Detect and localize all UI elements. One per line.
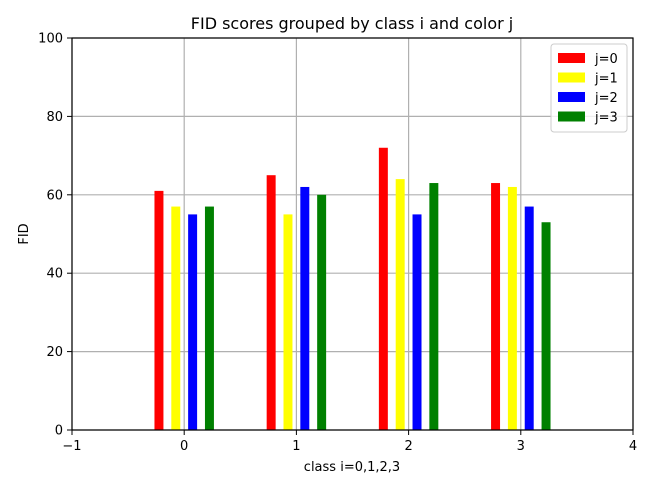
y-tick-label: 80 — [46, 110, 63, 125]
plot-frame — [71, 37, 634, 431]
bar-j2-class-1 — [300, 186, 310, 430]
bar-j3-class-3 — [541, 222, 551, 430]
y-tick-label: 60 — [46, 188, 63, 203]
x-tick-label: 4 — [629, 439, 637, 454]
bar-j0-class-3 — [491, 183, 501, 430]
bar-j0-class-0 — [154, 190, 164, 430]
legend-swatch — [558, 72, 585, 83]
x-tick-label: 2 — [404, 439, 412, 454]
x-tick-label: −1 — [62, 439, 81, 454]
bar-j3-class-1 — [317, 194, 327, 430]
legend-swatch — [558, 92, 585, 102]
bar-j2-class-3 — [524, 206, 534, 430]
bar-j2-class-0 — [188, 214, 198, 430]
bar-j1-class-3 — [507, 186, 517, 430]
legend-label: j=1 — [594, 72, 618, 87]
legend-swatch — [558, 111, 585, 122]
y-tick-label: 40 — [46, 267, 63, 282]
bar-j2-class-2 — [412, 214, 422, 430]
x-tick-label: 1 — [292, 439, 300, 454]
bar-j0-class-1 — [266, 175, 276, 430]
x-tick-label: 3 — [517, 439, 525, 454]
legend-swatch — [558, 53, 585, 63]
x-tick-label: 0 — [180, 439, 188, 454]
bar-j0-class-2 — [378, 147, 388, 430]
bar-j1-class-0 — [171, 206, 181, 430]
legend-box — [550, 43, 628, 133]
y-tick-label: 0 — [55, 424, 63, 439]
bar-j3-class-0 — [204, 206, 214, 430]
bar-j1-class-2 — [395, 179, 405, 430]
legend: j=0 j=1 j=2 j=3 — [550, 43, 628, 133]
y-axis-label: FID — [17, 223, 32, 244]
bar-j1-class-1 — [283, 214, 293, 430]
y-tick-label: 100 — [38, 32, 63, 47]
legend-label: j=0 — [594, 52, 618, 67]
legend-label: j=3 — [594, 111, 618, 126]
chart-title: FID scores grouped by class i and color … — [191, 14, 513, 33]
bar-j3-class-2 — [429, 183, 439, 430]
legend-label: j=2 — [594, 91, 618, 106]
y-tick-label: 20 — [46, 345, 63, 360]
x-axis-label: class i=0,1,2,3 — [304, 460, 400, 475]
bars — [154, 147, 551, 430]
